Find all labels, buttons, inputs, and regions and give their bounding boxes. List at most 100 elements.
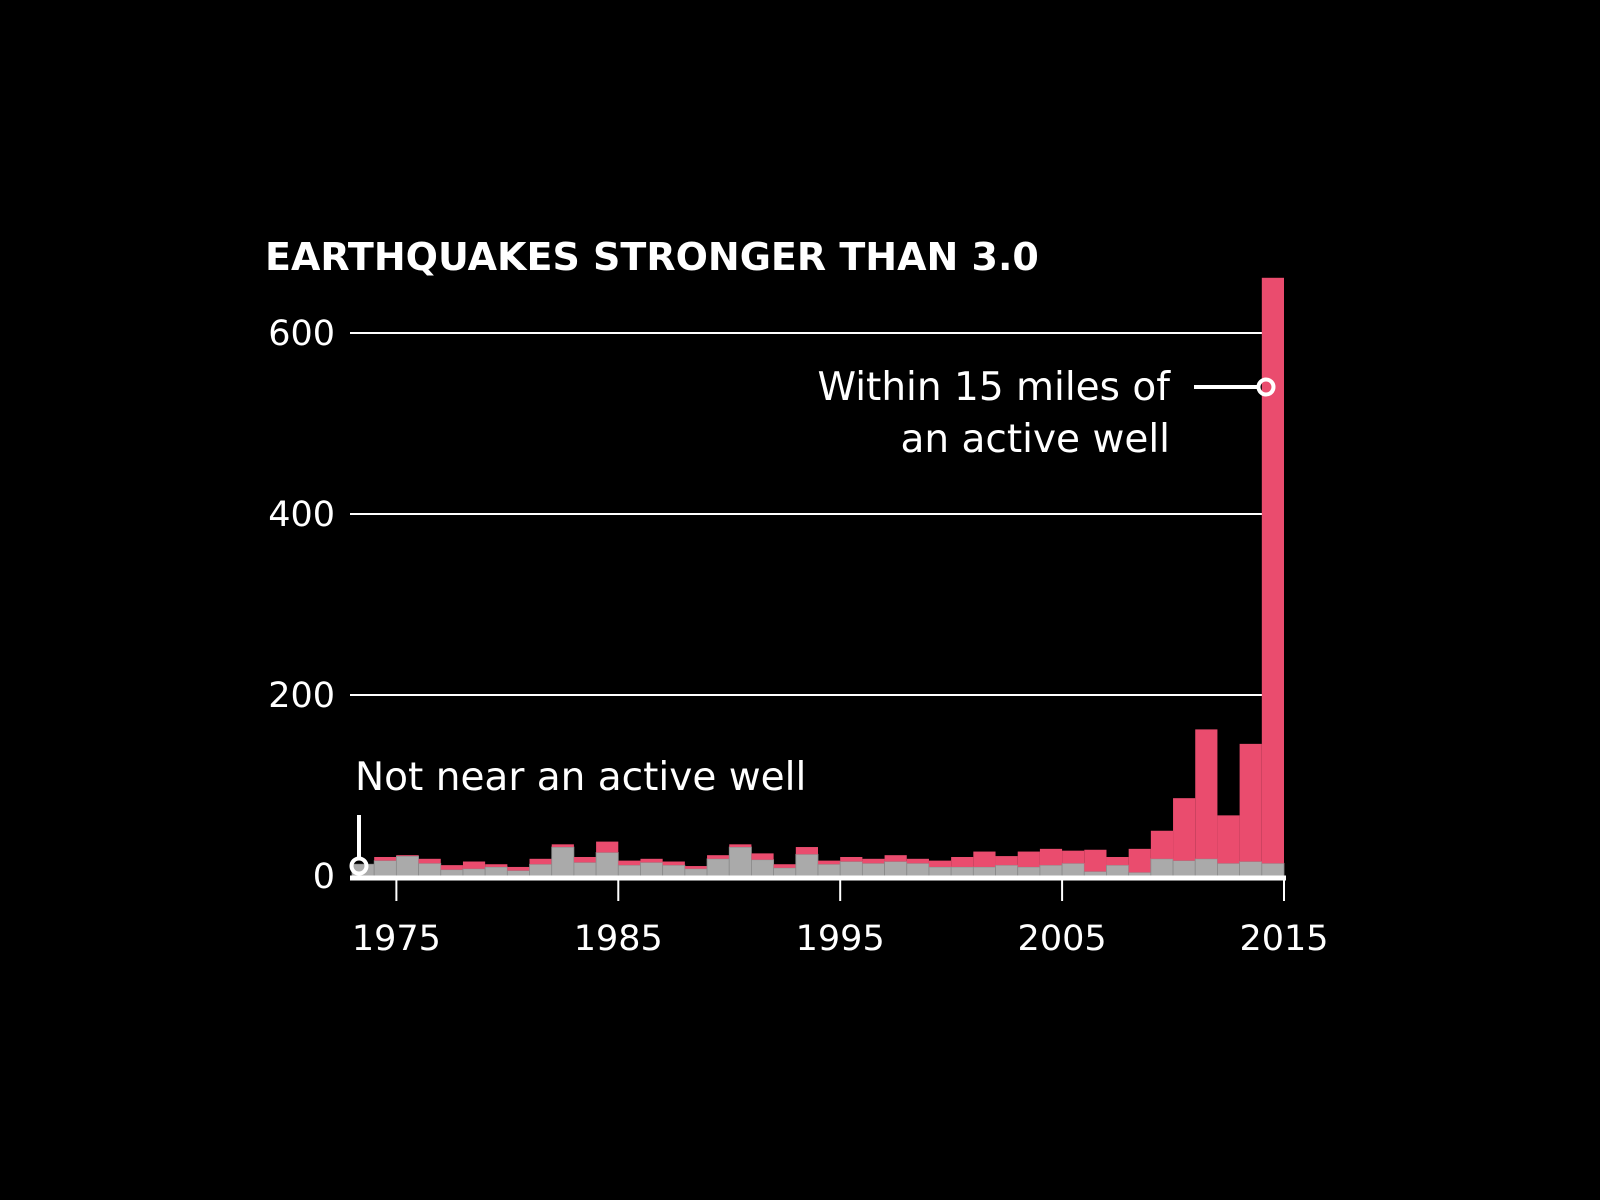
bar-not-near-well bbox=[1061, 862, 1085, 877]
bar-not-near-well bbox=[551, 846, 575, 877]
bar-not-near-well bbox=[506, 870, 530, 877]
bar-not-near-well bbox=[595, 852, 619, 877]
bar-near-well bbox=[485, 864, 508, 867]
y-tick-label: 0 bbox=[313, 857, 335, 897]
bar-near-well bbox=[529, 858, 552, 865]
bar-not-near-well bbox=[1172, 860, 1196, 877]
bar-near-well bbox=[440, 865, 463, 870]
chart-title: EARTHQUAKES STRONGER THAN 3.0 bbox=[265, 235, 1039, 279]
bar-not-near-well bbox=[773, 867, 797, 877]
x-tick-label: 1985 bbox=[574, 919, 663, 959]
bar-near-well bbox=[1128, 848, 1151, 873]
bar-near-well bbox=[951, 856, 974, 867]
bar-not-near-well bbox=[529, 863, 553, 877]
y-tick-label: 600 bbox=[268, 314, 335, 354]
bar-not-near-well bbox=[972, 866, 996, 877]
bar-near-well bbox=[1173, 798, 1196, 861]
bar-not-near-well bbox=[1106, 864, 1130, 877]
bar-near-well bbox=[1062, 850, 1085, 864]
bar-near-well bbox=[1217, 815, 1240, 864]
bar-near-well bbox=[973, 851, 996, 867]
bar-not-near-well bbox=[484, 866, 508, 877]
bar-near-well bbox=[795, 847, 818, 855]
bar-not-near-well bbox=[617, 864, 641, 877]
bar-not-near-well bbox=[640, 862, 664, 877]
bar-near-well bbox=[374, 856, 397, 861]
bar-not-near-well bbox=[462, 868, 486, 877]
annotation-near-well: Within 15 miles of an active well bbox=[818, 365, 1276, 462]
bar-not-near-well bbox=[795, 853, 819, 877]
bar-near-well bbox=[596, 841, 619, 853]
bar-near-well bbox=[1084, 849, 1107, 872]
bar-not-near-well bbox=[373, 860, 397, 877]
x-tick-label: 2015 bbox=[1239, 919, 1328, 959]
y-tick-label: 200 bbox=[268, 676, 335, 716]
bar-near-well bbox=[995, 856, 1018, 866]
bar-near-well bbox=[928, 860, 952, 867]
y-tick-label: 400 bbox=[268, 495, 335, 535]
bar-near-well bbox=[729, 844, 752, 848]
bar-not-near-well bbox=[839, 861, 863, 877]
bar-not-near-well bbox=[662, 864, 686, 877]
bar-near-well bbox=[662, 861, 685, 866]
bar-not-near-well bbox=[861, 862, 885, 877]
bar-not-near-well bbox=[817, 863, 841, 877]
bar-near-well bbox=[618, 860, 641, 866]
annotation-near-well-line2: an active well bbox=[900, 417, 1170, 462]
bar-not-near-well bbox=[1217, 862, 1241, 877]
bar-near-well bbox=[906, 858, 929, 864]
bar-near-well bbox=[1106, 856, 1129, 866]
bar-near-well bbox=[1195, 729, 1218, 859]
bar-near-well bbox=[573, 856, 597, 863]
bar-near-well bbox=[707, 855, 730, 859]
bar-near-well bbox=[1239, 743, 1262, 862]
bar-not-near-well bbox=[573, 862, 597, 877]
bar-not-near-well bbox=[728, 846, 752, 877]
bar-not-near-well bbox=[1194, 858, 1218, 877]
annotation-not-near-well-label: Not near an active well bbox=[355, 755, 806, 800]
bar-near-well bbox=[551, 844, 574, 848]
bar-not-near-well bbox=[1039, 864, 1063, 877]
bar-not-near-well bbox=[751, 859, 775, 877]
bar-not-near-well bbox=[1261, 862, 1285, 877]
gridlines: 0 200 400 600 bbox=[268, 314, 1262, 897]
bar-near-well bbox=[862, 858, 885, 864]
bar-near-well bbox=[462, 861, 486, 869]
annotation-marker-circle bbox=[1256, 377, 1276, 397]
bar-not-near-well bbox=[706, 858, 730, 877]
axes: 1975 1985 1995 2005 2015 bbox=[350, 875, 1329, 959]
bar-not-near-well bbox=[1083, 871, 1107, 877]
bar-near-well bbox=[507, 866, 530, 871]
bar-not-near-well bbox=[1239, 861, 1263, 877]
bar-not-near-well bbox=[1128, 871, 1152, 877]
bar-near-well bbox=[1261, 277, 1284, 864]
bar-near-well bbox=[840, 856, 863, 862]
annotation-near-well-line1: Within 15 miles of bbox=[818, 365, 1172, 410]
annotation-marker-circle bbox=[349, 856, 369, 876]
annotation-not-near-well: Not near an active well bbox=[349, 755, 806, 876]
bar-near-well bbox=[1150, 830, 1174, 859]
bar-near-well bbox=[818, 860, 841, 865]
bar-near-well bbox=[751, 853, 774, 860]
x-tick-label: 2005 bbox=[1018, 919, 1107, 959]
x-tick-label: 1995 bbox=[796, 919, 885, 959]
bar-near-well bbox=[640, 858, 663, 863]
bar-near-well bbox=[684, 866, 708, 869]
bar-not-near-well bbox=[1017, 866, 1041, 877]
bar-near-well bbox=[773, 864, 796, 868]
bar-not-near-well bbox=[928, 866, 952, 877]
bar-near-well bbox=[884, 855, 907, 862]
bar-not-near-well bbox=[995, 864, 1019, 877]
bar-near-well bbox=[396, 855, 419, 857]
bar-not-near-well bbox=[440, 869, 464, 877]
bar-near-well bbox=[418, 858, 441, 864]
bar-near-well bbox=[1017, 851, 1040, 867]
bar-not-near-well bbox=[395, 855, 419, 877]
bar-not-near-well bbox=[1150, 858, 1174, 877]
bar-not-near-well bbox=[906, 862, 930, 877]
bar-near-well bbox=[1039, 848, 1063, 866]
bar-not-near-well bbox=[684, 868, 708, 877]
x-tick-label: 1975 bbox=[352, 919, 441, 959]
bar-not-near-well bbox=[418, 862, 442, 877]
